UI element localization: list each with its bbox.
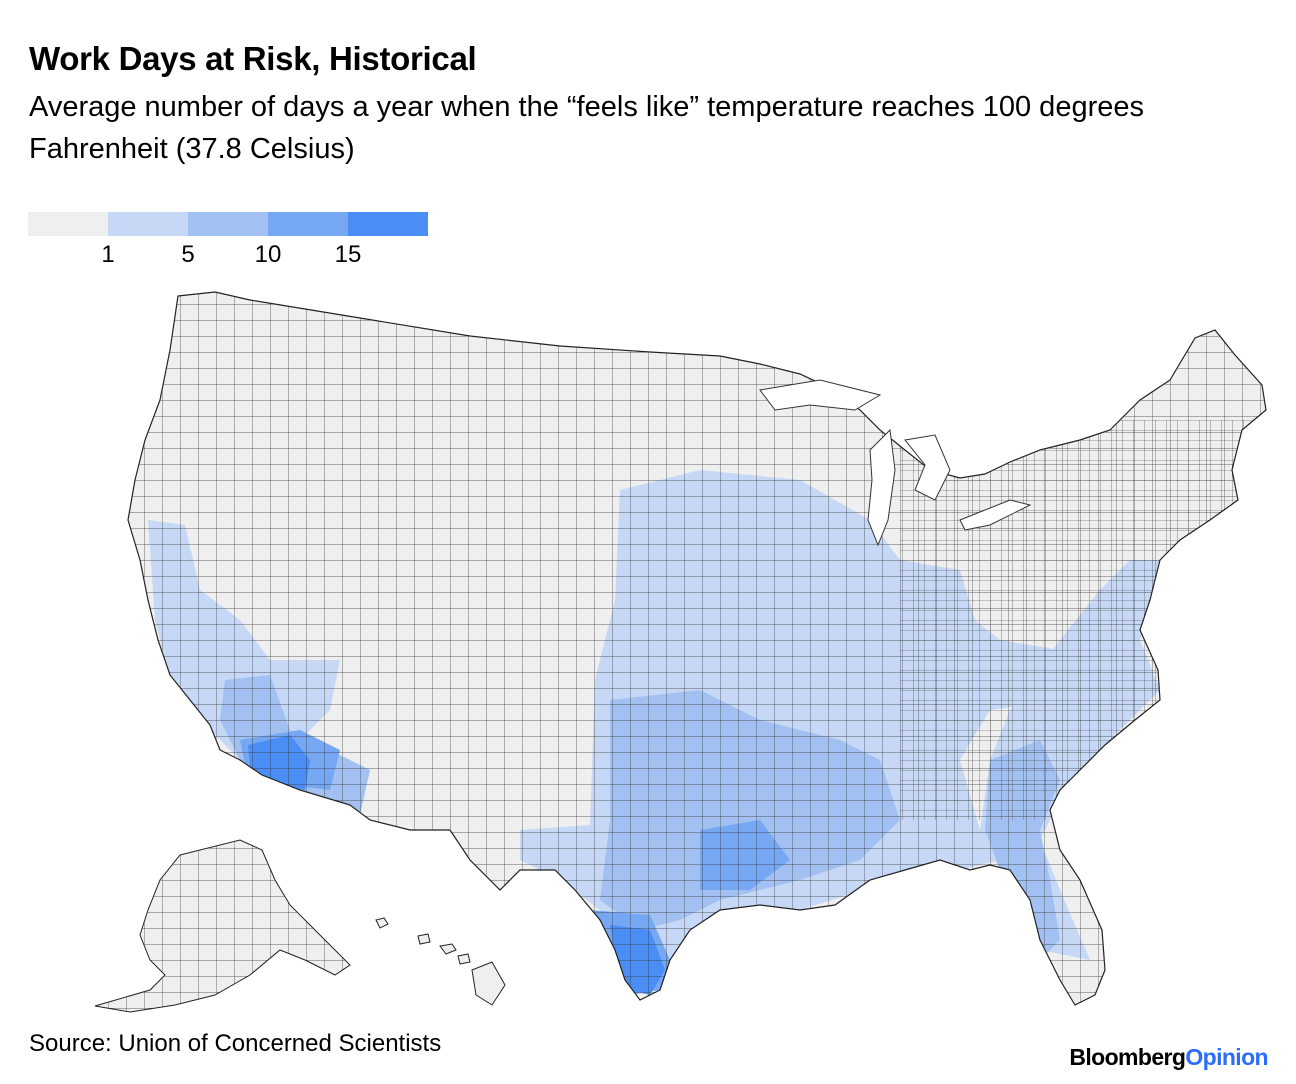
chart-subtitle: Average number of days a year when the “…: [29, 91, 1144, 165]
legend-swatch-0: [28, 212, 108, 236]
lake-huron: [904, 434, 951, 501]
legend-tick-1: 1: [101, 241, 115, 268]
brand-part-1: Bloomberg: [1069, 1044, 1186, 1070]
bloomberg-opinion-logo: BloombergOpinion: [1069, 1044, 1268, 1071]
color-legend: 1 5 10 15: [28, 212, 428, 272]
chart-title: Work Days at Risk, Historical: [29, 40, 477, 77]
legend-tick-15: 15: [334, 241, 362, 268]
lake-superior: [759, 379, 882, 411]
source-note: Source: Union of Concerned Scientists: [29, 1030, 442, 1057]
legend-swatch-1: [108, 212, 188, 236]
alaska-borders: [95, 840, 350, 1012]
us-county-map: [94, 291, 1267, 1013]
legend-tick-5: 5: [181, 241, 195, 268]
hawaii-islands: [375, 917, 506, 1006]
legend-swatch-4: [348, 212, 428, 236]
legend-swatch-2: [188, 212, 268, 236]
lake-michigan: [867, 428, 896, 547]
brand-part-2: Opinion: [1185, 1044, 1268, 1070]
legend-swatch-3: [268, 212, 348, 236]
lake-erie: [959, 499, 1032, 531]
legend-tick-10: 10: [254, 241, 282, 268]
